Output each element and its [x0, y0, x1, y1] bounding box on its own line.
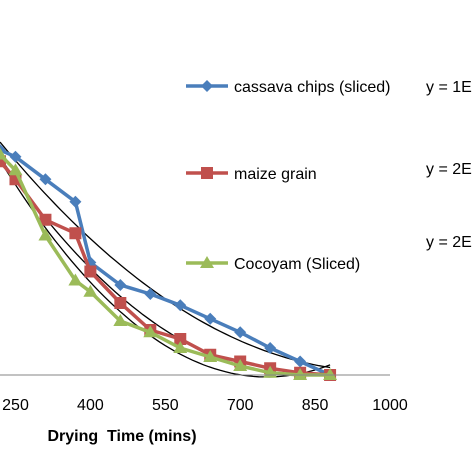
- data-point: [323, 368, 338, 380]
- x-tick-label: 550: [152, 397, 179, 414]
- data-point: [113, 314, 128, 326]
- legend-marker: [201, 167, 213, 179]
- equation-label: y = 1E: [426, 79, 472, 96]
- x-tick-label: 1000: [372, 397, 408, 414]
- legend-label: maize grain: [234, 166, 317, 183]
- x-axis-title: Drying Time (mins): [47, 428, 196, 445]
- legend-label: cassava chips (sliced): [234, 79, 391, 96]
- data-point: [264, 342, 277, 354]
- data-point: [83, 284, 98, 297]
- x-tick-label: 850: [302, 397, 329, 414]
- data-point: [143, 325, 158, 338]
- legend-marker: [201, 80, 213, 92]
- data-point: [8, 163, 23, 176]
- data-point: [144, 288, 157, 300]
- legend-item: maize grain: [186, 166, 317, 183]
- data-point: [233, 359, 248, 371]
- data-point: [39, 213, 52, 226]
- data-point: [114, 279, 127, 291]
- data-point: [0, 147, 7, 160]
- data-point: [69, 195, 82, 208]
- data-point: [293, 368, 308, 380]
- x-tick-label: 700: [227, 397, 254, 414]
- data-point: [38, 228, 53, 241]
- data-point: [174, 299, 187, 312]
- series-layer: [0, 144, 338, 381]
- data-point: [114, 297, 127, 309]
- data-point: [9, 150, 22, 163]
- equation-label: y = 2E: [426, 234, 472, 251]
- data-point: [174, 333, 187, 345]
- data-point: [203, 350, 218, 362]
- legend-item: Cocoyam (Sliced): [186, 256, 360, 273]
- data-point: [0, 155, 6, 168]
- data-point: [68, 273, 83, 286]
- equation-label: y = 2E: [426, 161, 472, 178]
- data-point: [69, 227, 82, 240]
- x-tick-labels: 250 400 550 700 850 1000: [2, 397, 408, 414]
- series-3: [0, 147, 338, 380]
- legend-label: Cocoyam (Sliced): [234, 256, 360, 273]
- data-point: [84, 265, 97, 278]
- x-tick-label: 250: [2, 397, 29, 414]
- data-point: [39, 173, 52, 186]
- legend-marker: [200, 256, 214, 268]
- legend: cassava chips (sliced) maize grain Cocoyam…: [186, 79, 472, 273]
- data-point: [234, 326, 247, 339]
- data-point: [294, 355, 307, 368]
- data-point: [173, 341, 188, 353]
- x-tick-label: 400: [77, 397, 104, 414]
- legend-item: cassava chips (sliced): [186, 79, 391, 96]
- data-point: [204, 312, 217, 325]
